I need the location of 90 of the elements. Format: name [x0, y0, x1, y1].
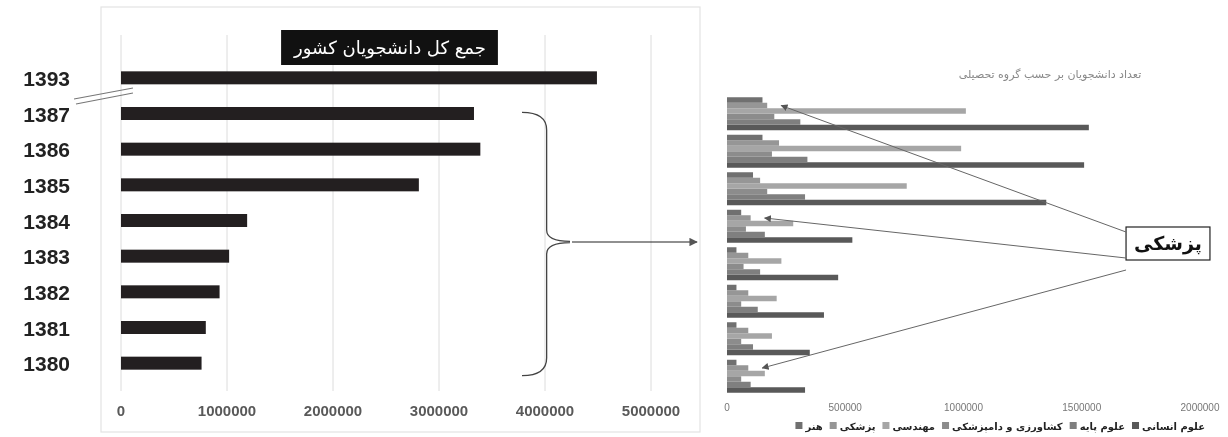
legend-item: علوم انسانی: [1132, 421, 1205, 432]
bar: [727, 247, 737, 253]
bar: [727, 119, 801, 125]
bar: [727, 333, 772, 339]
y-tick-label: 1383: [23, 245, 70, 269]
y-tick-label: 1384: [23, 209, 71, 233]
legend-label: علوم پایه: [1079, 421, 1126, 433]
bar: [727, 220, 794, 227]
y-tick-label: 1393: [23, 66, 70, 90]
bar: [727, 102, 768, 109]
bar: [727, 113, 775, 120]
bar: [727, 151, 772, 157]
bar: [727, 349, 810, 356]
bar: [727, 312, 824, 318]
legend-item: کشاورزی و دامپزشکی: [942, 421, 1063, 432]
x-tick-label: 5000000: [621, 402, 681, 419]
x-tick-label: 0: [724, 402, 731, 413]
bar: [121, 285, 220, 299]
bar: [727, 269, 761, 275]
chart-title: جمع کل دانشجویان کشور: [293, 37, 486, 59]
x-tick-label: 3000000: [409, 402, 469, 419]
x-tick-label: 4000000: [515, 402, 575, 419]
bar: [727, 301, 742, 307]
bar: [727, 290, 749, 296]
legend-label: کشاورزی و دامپزشکی: [952, 421, 1063, 433]
legend-label: پزشکی: [839, 421, 876, 433]
x-tick-label: 2000000: [1180, 402, 1220, 413]
bar: [727, 188, 768, 195]
legend-label: علوم انسانی: [1142, 421, 1205, 433]
bar: [727, 145, 962, 152]
bar: [121, 356, 202, 370]
legend-item: مهندسی: [882, 421, 936, 432]
legend-item: علوم پایه: [1069, 421, 1125, 432]
bar: [727, 134, 763, 141]
bar: [727, 370, 765, 377]
y-tick-label: 1381: [23, 316, 71, 340]
bar: [727, 177, 761, 184]
bar: [727, 274, 839, 281]
chart-title: تعداد دانشجویان بر حسب گروه تحصیلی: [958, 68, 1142, 81]
bar: [727, 226, 746, 232]
bar: [727, 381, 751, 388]
bar: [121, 249, 230, 263]
bar: [121, 214, 248, 227]
bar: [727, 209, 742, 216]
bar: [727, 231, 765, 238]
y-tick-label: 1386: [23, 138, 70, 162]
x-tick-label: 1000000: [944, 402, 984, 413]
annotation: پزشکی: [1134, 232, 1202, 255]
legend-label: هنر: [804, 421, 823, 433]
bar: [727, 183, 907, 189]
bar: [121, 321, 206, 334]
bar: [727, 387, 806, 393]
bar: [727, 306, 758, 313]
bar: [727, 338, 742, 345]
bar: [727, 124, 1089, 131]
bar: [121, 178, 419, 192]
legend-item: پزشکی: [829, 421, 876, 432]
bar: [727, 194, 806, 200]
bar: [727, 327, 749, 334]
bar: [727, 263, 744, 270]
legend-label: مهندسی: [892, 421, 936, 433]
x-tick-label: 0: [116, 402, 126, 419]
bar: [727, 252, 749, 259]
bar: [121, 142, 481, 156]
x-tick-label: 2000000: [303, 402, 363, 419]
y-tick-label: 1387: [23, 102, 70, 126]
bar: [727, 344, 754, 350]
bar: [727, 199, 1047, 206]
bar: [121, 107, 474, 120]
y-tick-label: 1380: [23, 352, 70, 376]
x-tick-label: 1500000: [1062, 402, 1102, 413]
x-tick-label: 500000: [828, 402, 863, 413]
bar: [727, 215, 751, 221]
y-tick-label: 1382: [23, 280, 70, 304]
bar: [727, 97, 763, 103]
bar: [727, 140, 780, 146]
bar: [727, 365, 749, 371]
legend-item: هنر: [795, 421, 823, 432]
bar: [727, 258, 782, 264]
bar: [727, 295, 777, 302]
y-tick-label: 1385: [23, 173, 71, 197]
bar: [727, 376, 742, 382]
bar: [727, 156, 808, 163]
bar: [727, 108, 966, 114]
bar: [727, 162, 1085, 168]
bar: [727, 237, 853, 243]
bar: [727, 172, 754, 178]
bar: [121, 71, 597, 85]
bar: [727, 322, 737, 328]
x-tick-label: 1000000: [197, 402, 257, 419]
